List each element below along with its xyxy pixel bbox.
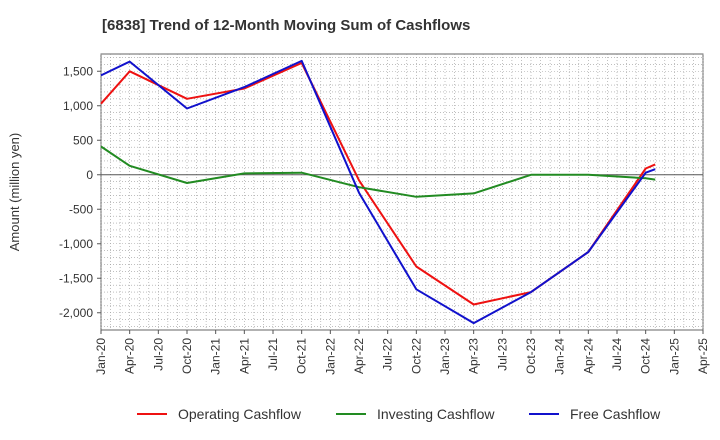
x-tick-label: Apr-24	[581, 338, 595, 374]
x-tick-label: Jan-21	[209, 338, 223, 375]
x-tick-label: Apr-20	[123, 338, 137, 374]
x-tick-label: Jan-20	[94, 338, 108, 375]
legend: Operating Cashflow Investing Cashflow Free…	[137, 406, 661, 422]
investing-cashflow-line	[100, 145, 656, 198]
x-tick-label: Jan-23	[438, 338, 452, 375]
y-axis-label: Amount (million yen)	[7, 133, 22, 252]
x-tick-label: Oct-23	[524, 338, 538, 374]
x-tick-label: Jul-21	[266, 338, 280, 371]
x-tick-label: Oct-21	[295, 338, 309, 374]
y-tick-label: 500	[73, 133, 93, 147]
x-tick-label: Jul-24	[610, 338, 624, 371]
plot-area	[100, 53, 704, 331]
series-layer	[100, 59, 656, 325]
x-tick-label: Oct-24	[639, 338, 653, 374]
y-tick-label: -1,500	[59, 271, 93, 285]
y-tick-label: -2,000	[59, 306, 93, 320]
x-tick-label: Jan-24	[553, 338, 567, 375]
x-tick-label: Jul-20	[151, 338, 165, 371]
y-tick-label: 1,000	[63, 99, 93, 113]
x-tick-label: Jul-22	[381, 338, 395, 371]
y-tick-label: -1,000	[59, 237, 93, 251]
free-cashflow-line	[100, 59, 656, 325]
investing-cashflow-legend-label: Investing Cashflow	[377, 406, 495, 422]
x-axis: Jan-20 Apr-20 Jul-20 Oct-20 Jan-21 Apr-21 Jul-…	[94, 330, 710, 375]
y-tick-label: -500	[69, 202, 93, 216]
x-tick-label: Oct-22	[409, 338, 423, 374]
chart-title: [6838] Trend of 12-Month Moving Sum of C…	[102, 17, 470, 34]
x-tick-label: Apr-25	[696, 338, 710, 374]
x-tick-label: Jul-23	[495, 338, 509, 371]
y-tick-label: 0	[86, 168, 93, 182]
y-axis: 1,500 1,000 500 0 -500 -1,000 -1,500 -2,000	[59, 64, 101, 320]
operating-cashflow-legend-label: Operating Cashflow	[178, 406, 302, 422]
y-tick-label: 1,500	[63, 64, 93, 78]
grid	[100, 54, 704, 330]
x-tick-label: Apr-21	[237, 338, 251, 374]
x-tick-label: Jan-25	[667, 338, 681, 375]
x-tick-label: Jan-22	[323, 338, 337, 375]
x-tick-label: Apr-23	[467, 338, 481, 374]
x-tick-label: Apr-22	[352, 338, 366, 374]
x-tick-label: Oct-20	[180, 338, 194, 374]
free-cashflow-legend-label: Free Cashflow	[570, 406, 661, 422]
